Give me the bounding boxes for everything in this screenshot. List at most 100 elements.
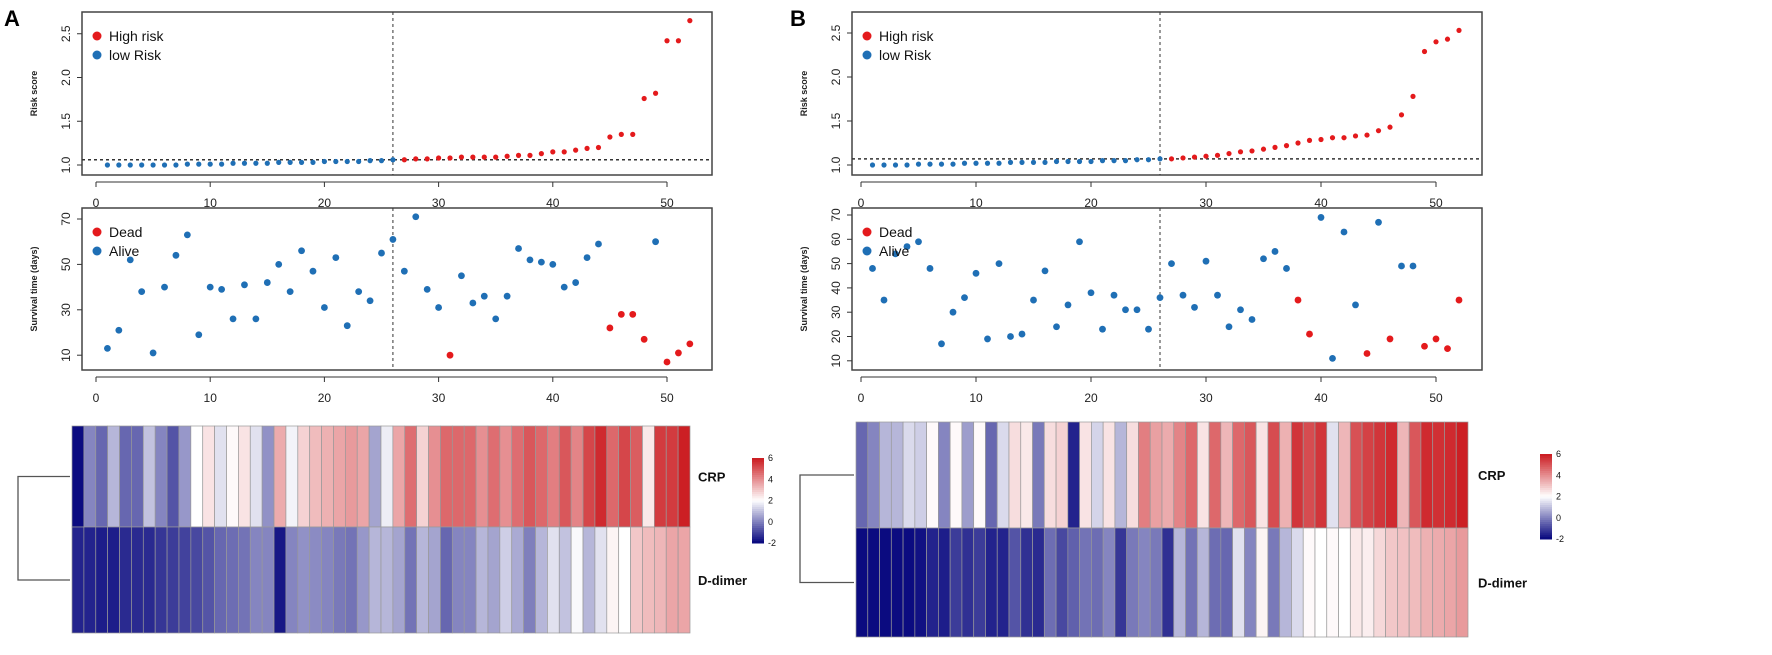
heatmap-cell-crp bbox=[261, 425, 275, 528]
heatmap-cell-d-dimer bbox=[451, 526, 465, 634]
x-tick-label: 0 bbox=[858, 391, 865, 405]
low-risk-point bbox=[219, 161, 225, 167]
colorbar-segment bbox=[752, 498, 764, 501]
alive-point bbox=[309, 267, 317, 275]
plot-frame bbox=[851, 11, 1483, 176]
panel-label-b: B bbox=[790, 6, 806, 31]
heatmap-cell-d-dimer bbox=[416, 526, 429, 634]
heatmap-cell-d-dimer bbox=[380, 526, 394, 634]
alive-point bbox=[1260, 255, 1267, 263]
alive-point bbox=[332, 254, 340, 261]
survival-plot: 10 30 50 70 Survival time (days) 0 10 20 30 40 50 D… bbox=[29, 207, 713, 405]
survival-plot: 10 20 30 40 50 60 70 Survival time (days) 0 10 20 3… bbox=[799, 207, 1483, 405]
alive-point bbox=[435, 304, 442, 311]
heatmap-cell-crp bbox=[653, 425, 667, 528]
colorbar-segment bbox=[1540, 524, 1552, 527]
low-risk-point bbox=[904, 162, 910, 168]
x-tick-label: 30 bbox=[432, 391, 446, 405]
heatmap-cell-d-dimer bbox=[356, 526, 370, 634]
high-risk-point bbox=[595, 144, 602, 151]
colorbar-segment bbox=[1540, 454, 1552, 457]
heatmap-cell-d-dimer bbox=[1008, 527, 1022, 638]
alive-point bbox=[1248, 316, 1256, 323]
heatmap-cell-d-dimer bbox=[71, 526, 85, 634]
colorbar-segment bbox=[752, 521, 764, 525]
heatmap-cell-crp bbox=[451, 425, 465, 528]
heatmap-cell-d-dimer bbox=[1032, 527, 1045, 638]
alive-point bbox=[115, 326, 123, 334]
heatmap-cell-d-dimer bbox=[1043, 527, 1057, 638]
low-risk-point bbox=[196, 161, 202, 167]
alive-point bbox=[183, 231, 191, 239]
high-risk-point bbox=[458, 154, 465, 160]
high-risk-point bbox=[1433, 39, 1439, 45]
alive-point bbox=[892, 250, 899, 258]
alive-point bbox=[218, 285, 226, 293]
colorbar-segment bbox=[1540, 462, 1552, 466]
alive-point bbox=[378, 249, 385, 257]
heatmap-cell-d-dimer bbox=[926, 527, 939, 638]
legend-marker bbox=[862, 31, 872, 41]
heatmap-cell-d-dimer bbox=[1126, 527, 1139, 638]
heatmap-cell-d-dimer bbox=[1444, 527, 1457, 638]
plot-frame bbox=[81, 207, 713, 371]
low-risk-point bbox=[1134, 157, 1140, 163]
colorbar-segment bbox=[752, 468, 764, 472]
high-risk-point bbox=[1295, 140, 1301, 146]
legend-marker bbox=[92, 50, 102, 60]
high-risk-point bbox=[607, 134, 613, 140]
heatmap-cell-crp bbox=[131, 425, 144, 528]
alive-point bbox=[480, 292, 488, 300]
alive-point bbox=[869, 265, 876, 272]
low-risk-point bbox=[1030, 159, 1037, 165]
heatmap-cell-crp bbox=[404, 425, 418, 528]
alive-point bbox=[1283, 265, 1290, 272]
high-risk-point bbox=[1329, 135, 1336, 141]
alive-point bbox=[1087, 289, 1095, 297]
heatmap-cell-crp bbox=[297, 425, 311, 528]
alive-point bbox=[286, 288, 294, 296]
alive-point bbox=[195, 331, 203, 339]
colorbar-segment bbox=[1540, 502, 1552, 506]
low-risk-point bbox=[378, 158, 385, 164]
heatmap-cell-crp bbox=[1232, 421, 1245, 529]
heatmap-cell-d-dimer bbox=[463, 526, 477, 634]
alive-point bbox=[400, 267, 408, 275]
high-risk-point bbox=[1249, 148, 1255, 154]
low-risk-point bbox=[915, 161, 922, 167]
heatmap-cell-crp bbox=[1408, 421, 1422, 529]
high-risk-point bbox=[1387, 124, 1393, 130]
low-risk-point bbox=[367, 158, 373, 164]
high-risk-point bbox=[515, 152, 522, 158]
colorbar-tick-label: 2 bbox=[768, 496, 773, 506]
colorbar-segment bbox=[752, 485, 764, 489]
low-risk-point bbox=[344, 158, 350, 165]
y-tick-label: 2.0 bbox=[59, 69, 73, 86]
colorbar-segment bbox=[752, 496, 764, 499]
heatmap-cell-d-dimer bbox=[867, 527, 880, 638]
colorbar-segment bbox=[1540, 488, 1552, 491]
heatmap-cell-d-dimer bbox=[1055, 527, 1069, 638]
high-risk-point bbox=[675, 38, 682, 44]
heatmap-cell-crp bbox=[368, 425, 382, 528]
colorbar-segment bbox=[1540, 526, 1552, 529]
heatmap-cell-d-dimer bbox=[249, 526, 263, 634]
alive-point bbox=[1133, 306, 1141, 314]
high-risk-point bbox=[1168, 156, 1175, 162]
x-tick-label: 20 bbox=[318, 196, 332, 210]
high-risk-point bbox=[504, 153, 510, 159]
heatmap-cell-d-dimer bbox=[511, 526, 524, 634]
high-risk-point bbox=[618, 131, 624, 137]
panel-label-a: A bbox=[4, 6, 20, 31]
row-label: CRP bbox=[698, 470, 726, 485]
x-tick-label: 10 bbox=[969, 196, 983, 210]
x-tick-label: 0 bbox=[93, 196, 100, 210]
dead-point bbox=[686, 340, 694, 348]
row-label: CRP bbox=[1478, 468, 1506, 483]
heatmap-cell-crp bbox=[190, 425, 204, 528]
colorbar-segment bbox=[752, 509, 764, 512]
y-tick-label: 10 bbox=[59, 348, 73, 362]
heatmap-cell-crp bbox=[1361, 421, 1375, 529]
heatmap-cell-d-dimer bbox=[1420, 527, 1434, 638]
x-tick-label: 30 bbox=[1199, 391, 1213, 405]
